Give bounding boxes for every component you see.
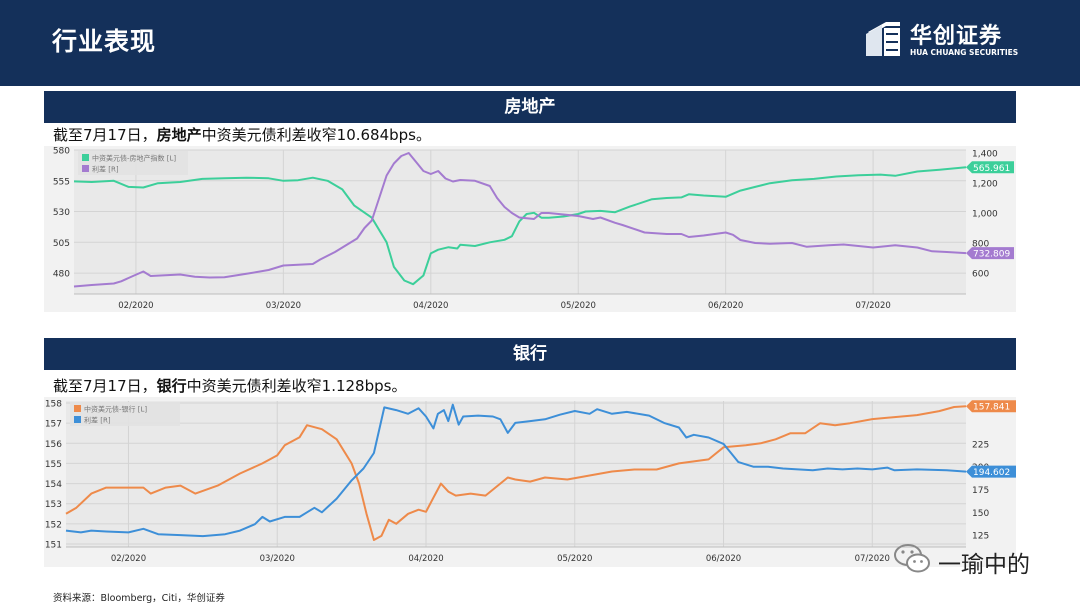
caption-suffix: 中资美元债利差收窄10.684bps。	[201, 126, 432, 144]
logo-icon	[866, 22, 900, 56]
end-value-badge	[966, 400, 1016, 413]
left-axis-tick-label: 154	[45, 480, 62, 490]
legend-swatch	[74, 405, 81, 412]
source-note: 资料来源：Bloomberg，Citi，华创证券	[53, 593, 225, 604]
left-axis-tick-label: 530	[53, 208, 70, 218]
right-axis-tick-label: 600	[972, 270, 989, 280]
right-axis-tick-label: 150	[972, 509, 989, 519]
caption-suffix: 中资美元债利差收窄1.128bps。	[186, 377, 407, 395]
legend-swatch	[82, 154, 89, 161]
watermark: 一瑜中的	[893, 541, 1053, 581]
left-axis-tick-label: 152	[45, 520, 62, 530]
watermark-text: 一瑜中的	[938, 552, 1030, 578]
left-axis-tick-label: 157	[45, 420, 62, 430]
caption-industry: 房地产	[156, 126, 202, 144]
end-value-badge	[966, 465, 1016, 478]
chart-real-estate: 580 555 530 505 480 1,400 1,200 1,000 800 600 02/2…	[44, 146, 1016, 312]
caption-prefix: 截至7月17日，	[53, 126, 157, 144]
end-value-label: 732.809	[973, 250, 1010, 260]
page-title: 行业表现	[52, 27, 157, 56]
x-axis-tick-label: 05/2020	[561, 301, 596, 311]
left-axis-tick-label: 156	[45, 440, 62, 450]
legend: 中资美元债-房地产指数 [L] 利差 [R]	[78, 151, 188, 175]
right-axis-tick-label: 125	[972, 532, 989, 542]
right-axis-tick-label: 1,000	[972, 210, 998, 220]
caption-prefix: 截至7月17日，	[53, 377, 157, 395]
left-axis-tick-label: 155	[45, 460, 62, 470]
chart-banks-svg: 1581571561551541531521512252001751501250…	[44, 397, 1016, 567]
right-axis-tick-label: 1,200	[972, 180, 998, 190]
x-axis-tick-label: 07/2020	[855, 554, 890, 564]
series-line-2	[65, 403, 967, 538]
left-axis-tick-label: 153	[45, 500, 62, 510]
end-value-badge	[966, 161, 1014, 174]
end-value-label: 194.602	[973, 468, 1010, 478]
end-value-label: 565.961	[973, 164, 1010, 174]
left-axis-tick-label: 555	[53, 177, 70, 187]
chart-banks: 1581571561551541531521512252001751501250…	[44, 397, 1016, 567]
right-axis-tick-label: 1,400	[972, 150, 998, 160]
left-axis-tick-label: 480	[53, 270, 70, 280]
end-value-label: 157.841	[973, 403, 1010, 413]
series-line-2	[73, 152, 967, 288]
section-title-banks: 银行	[44, 338, 1016, 370]
legend: 中资美元债-银行 [L] 利差 [R]	[70, 402, 180, 426]
wechat-icon	[894, 544, 930, 573]
chart-real-estate-svg: 580 555 530 505 480 1,400 1,200 1,000 800 600 02/2…	[44, 146, 1016, 312]
x-axis-tick-label: 03/2020	[266, 301, 301, 311]
legend-background	[70, 402, 180, 426]
x-axis-tick-label: 07/2020	[855, 301, 890, 311]
legend-label: 中资美元债-银行 [L]	[84, 405, 147, 414]
left-axis-tick-label: 158	[45, 400, 62, 410]
right-axis-tick-label: 800	[972, 240, 989, 250]
x-axis-tick-label: 05/2020	[557, 554, 592, 564]
x-axis-tick-label: 06/2020	[706, 554, 741, 564]
legend-label: 利差 [R]	[92, 165, 119, 174]
x-axis-tick-label: 02/2020	[118, 301, 153, 311]
legend-swatch	[74, 416, 81, 423]
x-axis-tick-label: 04/2020	[413, 301, 448, 311]
series-line-1	[73, 166, 967, 286]
x-axis-tick-label: 06/2020	[708, 301, 743, 311]
legend-background	[78, 151, 188, 175]
x-axis-tick-label: 03/2020	[260, 554, 295, 564]
caption-real-estate: 截至7月17日，房地产中资美元债利差收窄10.684bps。	[53, 124, 431, 145]
left-axis-tick-label: 580	[53, 147, 70, 157]
left-axis-tick-label: 151	[45, 540, 62, 550]
series-line-1	[65, 405, 967, 541]
header-bar: 行业表现 华创证券 HUA CHUANG SECURITIES	[0, 0, 1080, 86]
caption-banks: 截至7月17日，银行中资美元债利差收窄1.128bps。	[53, 375, 406, 396]
end-value-badge	[966, 247, 1014, 260]
legend-label: 利差 [R]	[84, 416, 111, 425]
company-logo: 华创证券 HUA CHUANG SECURITIES	[864, 20, 1054, 64]
x-axis-tick-label: 04/2020	[408, 554, 443, 564]
legend-swatch	[82, 165, 89, 172]
left-axis-tick-label: 505	[53, 239, 70, 249]
legend-label: 中资美元债-房地产指数 [L]	[92, 154, 176, 163]
logo-name: 华创证券	[910, 24, 1003, 49]
section-title-real-estate: 房地产	[44, 91, 1016, 123]
logo-subtitle: HUA CHUANG SECURITIES	[910, 48, 1019, 57]
right-axis-tick-label: 225	[972, 440, 989, 450]
right-axis-tick-label: 175	[972, 486, 989, 496]
caption-industry: 银行	[156, 377, 187, 395]
x-axis-tick-label: 02/2020	[111, 554, 146, 564]
